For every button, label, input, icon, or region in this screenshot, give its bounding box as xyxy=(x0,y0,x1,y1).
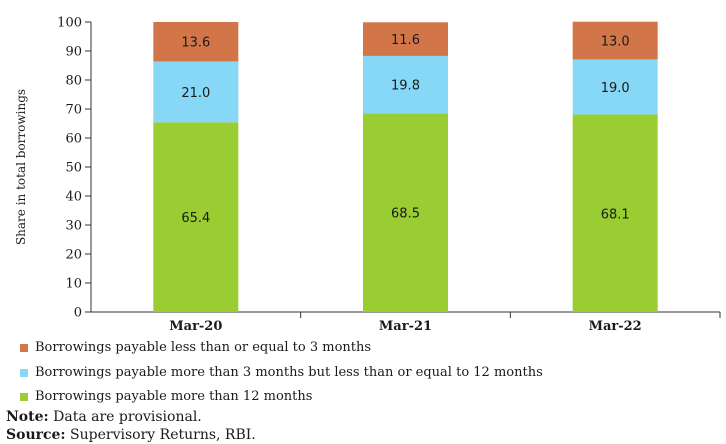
legend-item: Borrowings payable less than or equal to… xyxy=(20,336,543,361)
bar-segment xyxy=(572,59,658,115)
bar-segment xyxy=(572,21,658,60)
y-tick-label: 30 xyxy=(65,219,82,234)
legend-item: Borrowings payable more than 3 months bu… xyxy=(20,361,543,386)
data-label: 68.1 xyxy=(601,207,630,222)
y-tick-label: 50 xyxy=(65,161,82,176)
y-tick-label: 60 xyxy=(65,132,82,147)
y-tick-label: 100 xyxy=(57,16,82,31)
data-label: 19.0 xyxy=(601,81,630,96)
bar-segment xyxy=(153,61,239,123)
source-label: Source: xyxy=(6,427,66,443)
legend-swatch xyxy=(20,393,28,402)
legend-swatch xyxy=(20,368,28,377)
legend-item: Borrowings payable more than 12 months xyxy=(20,385,543,410)
y-axis-title: Share in total borrowings xyxy=(14,89,28,245)
bar-segment xyxy=(572,114,658,312)
note-text: Data are provisional. xyxy=(48,409,202,425)
stacked-bar-chart: 0 10 20 30 40 50 60 70 80 90 100 Share in total bor… xyxy=(14,16,721,334)
bar-segment xyxy=(363,55,448,114)
data-label: 21.0 xyxy=(181,86,210,101)
data-label: 19.8 xyxy=(391,79,420,94)
source-text: Supervisory Returns, RBI. xyxy=(65,427,256,443)
data-label: 13.0 xyxy=(601,35,630,50)
legend-label: Borrowings payable more than 12 months xyxy=(35,389,313,404)
y-tick-label: 20 xyxy=(65,248,82,263)
x-category-label: Mar-20 xyxy=(169,319,222,334)
x-category-label: Mar-22 xyxy=(589,319,642,334)
legend-swatch xyxy=(20,344,28,353)
note-line: Note: Data are provisional. xyxy=(6,408,256,426)
bar-segment xyxy=(363,113,448,312)
y-tick-label: 80 xyxy=(65,74,82,89)
legend-label: Borrowings payable less than or equal to… xyxy=(35,340,372,355)
data-label: 11.6 xyxy=(391,33,420,48)
legend: Borrowings payable less than or equal to… xyxy=(20,336,543,410)
note-label: Note: xyxy=(6,409,49,425)
y-tick-label: 40 xyxy=(65,190,82,205)
data-label: 65.4 xyxy=(181,211,210,226)
bar-segment xyxy=(153,22,239,62)
notes: Note: Data are provisional. Source: Supe… xyxy=(6,408,256,444)
y-tick-label: 10 xyxy=(65,277,82,292)
y-tick-label: 90 xyxy=(65,45,82,60)
data-label: 68.5 xyxy=(391,207,420,222)
data-label: 13.6 xyxy=(181,36,210,51)
y-tick-label: 70 xyxy=(65,103,82,118)
legend-label: Borrowings payable more than 3 months bu… xyxy=(35,364,543,380)
bar-segment xyxy=(363,22,448,56)
bar-segment xyxy=(153,122,239,312)
source-line: Source: Supervisory Returns, RBI. xyxy=(6,426,256,444)
x-category-label: Mar-21 xyxy=(379,319,432,334)
y-tick-label: 0 xyxy=(74,306,82,321)
